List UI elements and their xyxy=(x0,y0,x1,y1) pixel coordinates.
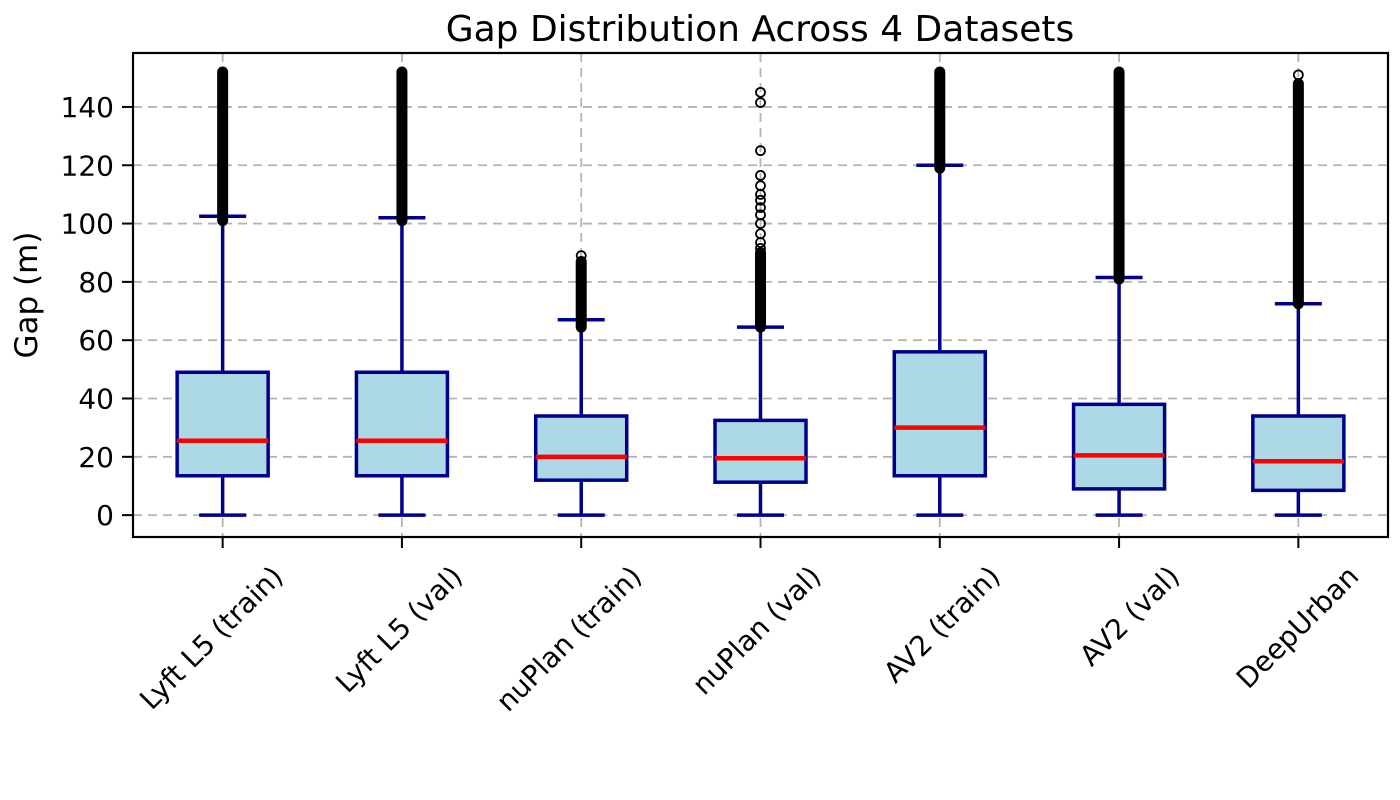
outlier-point-nuplan-val xyxy=(755,145,766,157)
outlier-point-nuplan-val xyxy=(755,97,766,108)
outlier-point-nuplan-val xyxy=(755,194,766,206)
x-tick-label-lyft-l5-train: Lyft L5 (train) xyxy=(133,560,289,716)
y-tick-label-140: 140 xyxy=(61,91,114,124)
box-nuplan-val xyxy=(713,418,808,484)
outlier-point-nuplan-val xyxy=(755,202,766,213)
box-lyft-l5-train xyxy=(175,370,270,478)
x-tick-label-av2-val: AV2 (val) xyxy=(1073,560,1186,673)
x-tick-label-lyft-l5-val: Lyft L5 (val) xyxy=(329,560,469,700)
y-tick-label-0: 0 xyxy=(96,499,114,532)
outlier-point-nuplan-val xyxy=(755,209,766,221)
box-av2-val xyxy=(1071,402,1167,491)
y-tick-label-40: 40 xyxy=(78,383,114,416)
y-tick-label-120: 120 xyxy=(61,149,114,182)
box-lyft-l5-val xyxy=(354,370,450,478)
box-deepurban xyxy=(1251,414,1346,493)
y-axis-label: Gap (m) xyxy=(9,232,45,359)
outlier-point-nuplan-val xyxy=(755,180,766,192)
x-tick-label-av2-train: AV2 (train) xyxy=(877,560,1007,690)
y-tick-label-20: 20 xyxy=(78,441,114,474)
x-tick-label-nuplan-val: nuPlan (val) xyxy=(686,560,828,702)
y-tick-label-100: 100 xyxy=(61,208,114,241)
outlier-point-nuplan-val xyxy=(755,86,766,98)
box-av2-train xyxy=(892,350,988,478)
y-tick-label-60: 60 xyxy=(78,324,114,357)
chart-title: Gap Distribution Across 4 Datasets xyxy=(446,9,1075,50)
y-tick-label-80: 80 xyxy=(78,266,114,299)
outlier-point-nuplan-val xyxy=(755,242,766,254)
plot-area: 0 20 40 60 80 100 120 140 Lyft L5 (train) Lyft L5… xyxy=(61,51,1390,718)
outlier-point-nuplan-train xyxy=(575,250,587,262)
x-tick-label-nuplan-train: nuPlan (train) xyxy=(490,560,648,718)
outlier-point-nuplan-val xyxy=(755,228,766,240)
box-nuplan-train xyxy=(533,414,629,482)
outlier-point-deepurban xyxy=(1292,69,1304,81)
x-tick-label-deepurban: DeepUrban xyxy=(1230,560,1365,695)
outlier-point-nuplan-val xyxy=(755,170,766,181)
